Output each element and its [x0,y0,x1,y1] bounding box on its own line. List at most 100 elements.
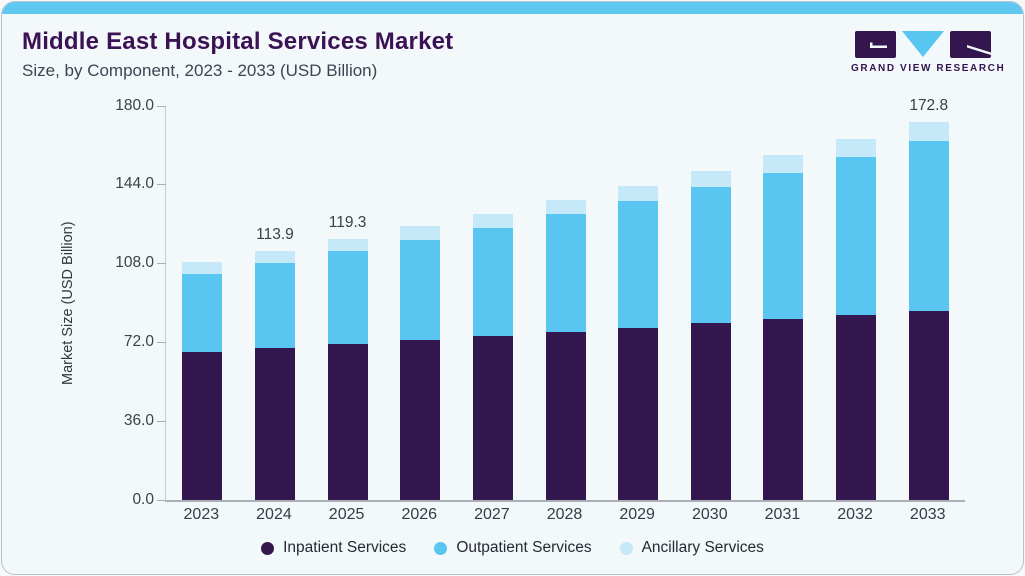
x-axis-label: 2027 [474,506,510,523]
bar-segment-outpatient [327,251,368,344]
bar-segment-outpatient [618,201,659,328]
legend-item: Ancillary Services [619,539,764,557]
bar-segment-ancillary [836,138,877,157]
x-axis-label: 2029 [619,506,655,523]
bar-segment-outpatient [545,214,586,333]
stacked-bar [908,121,949,500]
stacked-bar [327,238,368,500]
logo-g-notch [870,42,887,48]
bar-segment-ancillary [254,250,295,263]
bar-segment-inpatient [400,340,441,500]
x-axis-label: 2028 [546,506,583,523]
bar-segment-inpatient [763,318,804,500]
y-tick [157,499,166,501]
bar-segment-outpatient [690,187,731,324]
bar-column: 119.3 [311,106,384,500]
logo-r-slash [967,45,991,55]
y-tick-label: 144.0 [115,175,154,193]
bar-column [457,106,530,500]
x-axis-label: 2024 [256,506,292,523]
stacked-bar [472,213,513,500]
bar-segment-ancillary [908,121,949,141]
accent-strip [2,2,1023,14]
bar-column [747,106,820,500]
bar-column: 113.9 [239,106,312,500]
legend-item: Outpatient Services [434,539,592,557]
bar-segment-inpatient [618,327,659,500]
stacked-bar [254,250,295,500]
x-axis-label: 2033 [909,506,946,523]
bar-segment-inpatient [690,323,731,500]
bar-segment-outpatient [400,239,441,341]
x-axis-label: 2023 [183,506,220,523]
bar-segment-ancillary [618,185,659,202]
x-axis-label: 2032 [837,506,873,523]
bar-segment-inpatient [254,347,295,500]
bar-segment-ancillary [690,170,731,188]
bar-value-label: 113.9 [256,225,294,243]
legend-swatch-outpatient [434,541,448,555]
bar-column [166,106,239,500]
bar-column [529,106,602,500]
legend: Inpatient Services Outpatient Services Anc… [2,539,1023,557]
bar-segment-ancillary [182,262,223,274]
bar-segment-outpatient [254,262,295,348]
logo-r-block [950,31,991,58]
x-axis-label: 2026 [401,506,438,523]
y-tick-label: 180.0 [115,96,154,114]
bar-column [674,106,747,500]
y-tick [157,184,166,186]
bar-segment-ancillary [763,155,804,173]
y-tick [157,105,166,107]
y-tick [157,341,166,343]
bar-segment-outpatient [908,140,949,312]
bar-value-label: 119.3 [328,213,367,231]
x-axis-label: 2031 [764,506,801,523]
x-axis-label: 2025 [328,506,365,523]
bar-segment-ancillary [327,238,368,252]
y-tick-label: 108.0 [115,254,154,272]
bar-segment-ancillary [472,213,513,228]
bar-segment-outpatient [182,273,223,353]
y-axis-title: Market Size (USD Billion) [60,221,76,385]
bar-column [384,106,457,500]
bar-column [602,106,675,500]
bar-segment-inpatient [327,343,368,500]
bar-segment-inpatient [545,332,586,500]
bar-column: 172.8 [892,97,965,500]
plot-area: 0.0 36.0 72.0 108.0 144.0 180.0 113.9 119.3 172… [115,97,965,507]
legend-label: Outpatient Services [456,539,592,556]
stacked-bar [763,155,804,500]
bar-segment-inpatient [908,311,949,500]
bar-segment-inpatient [836,315,877,500]
y-tick-label: 36.0 [123,411,154,429]
legend-label: Inpatient Services [283,539,407,556]
legend-swatch-inpatient [261,541,275,555]
gvr-logo-mark [855,31,991,58]
legend-item: Inpatient Services [261,539,406,557]
bar-segment-ancillary [400,226,441,240]
y-tick [157,420,166,422]
y-tick-label: 72.0 [123,332,154,350]
y-tick-label: 0.0 [132,490,154,508]
stacked-bar [400,226,441,500]
bar-column [820,106,893,500]
stacked-bar [545,199,586,500]
stacked-bar [182,262,223,500]
y-tick [157,263,166,265]
stacked-bar [836,138,877,500]
gvr-logo: GRAND VIEW RESEARCH [851,30,1006,74]
page-subtitle: Size, by Component, 2023 - 2033 (USD Bil… [22,61,378,80]
stacked-bar [690,170,731,500]
legend-label: Ancillary Services [641,539,764,556]
bar-segment-outpatient [472,227,513,336]
bar-segment-inpatient [182,352,223,500]
bar-segment-inpatient [472,335,513,500]
logo-text: GRAND VIEW RESEARCH [851,63,1006,74]
stacked-bar [618,185,659,500]
bar-value-label: 172.8 [909,96,949,114]
bar-segment-outpatient [836,156,877,316]
bars-container: 113.9 119.3 172.8 [166,97,965,500]
x-axis-labels: 2023 2024 2025 2026 2027 2028 2029 2030 2031 2032… [165,506,964,524]
